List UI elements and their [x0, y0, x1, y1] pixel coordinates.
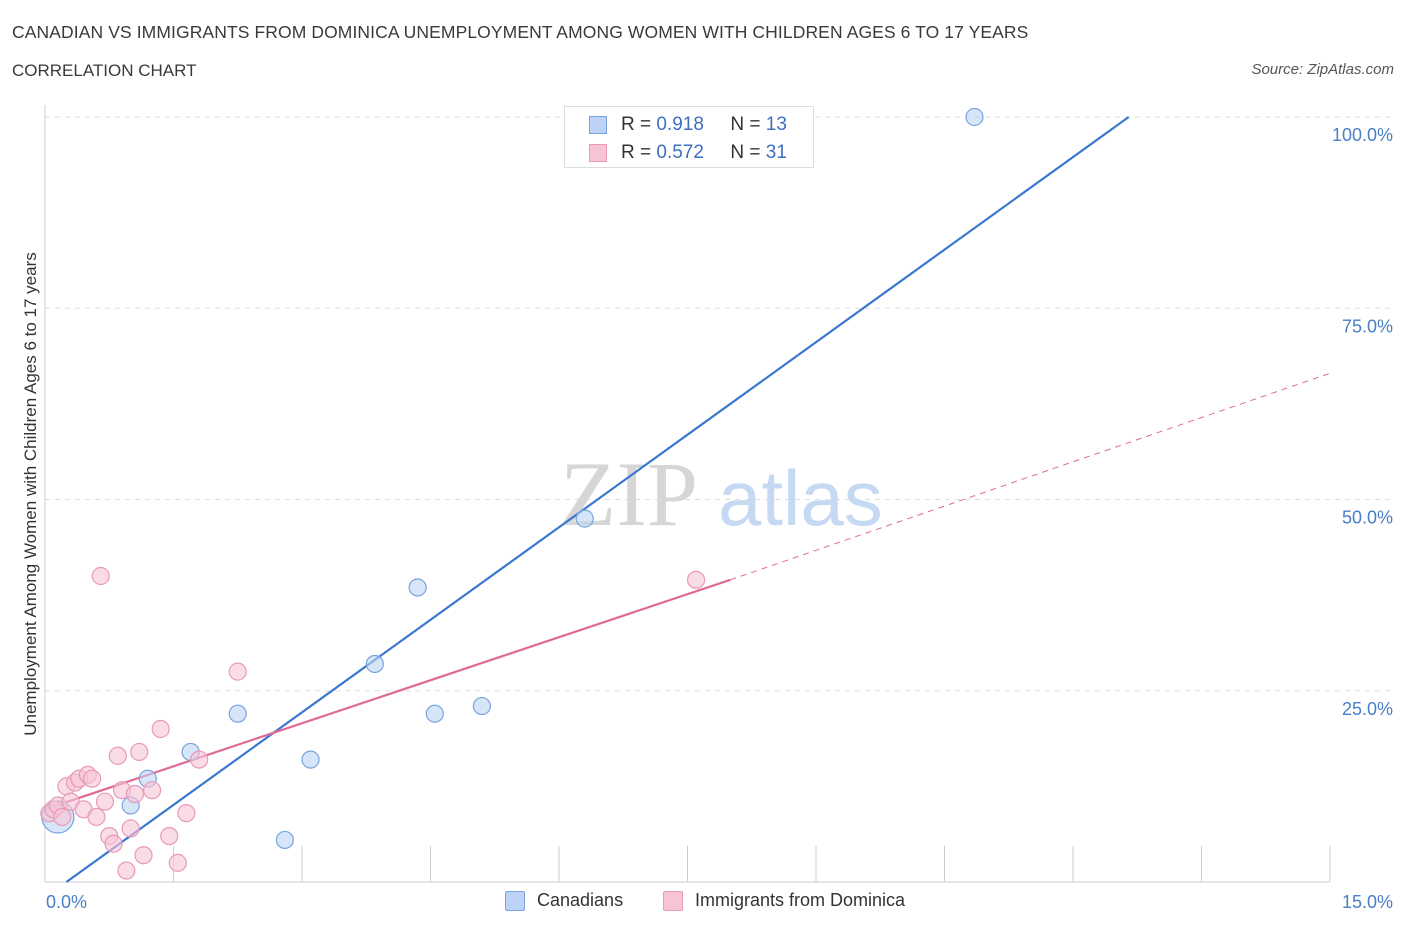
point-dominica: [190, 750, 209, 769]
legend-n-label: N =: [730, 142, 761, 163]
point-dominica: [142, 781, 162, 800]
watermark-atlas: atlas: [718, 454, 883, 542]
legend-r-label: R =: [621, 142, 652, 163]
point-dominica: [91, 566, 110, 586]
legend-swatch-pink: [589, 144, 607, 162]
x-tick-label: 15.0%: [1342, 892, 1393, 912]
point-canadians: [228, 704, 247, 723]
data-points: [40, 107, 984, 880]
point-dominica: [104, 834, 123, 853]
y-tick-label: 50.0%: [1342, 508, 1393, 528]
point-dominica: [83, 769, 102, 788]
point-dominica: [125, 784, 145, 804]
legend-r-value: 0.572: [656, 142, 704, 163]
point-dominica: [108, 746, 127, 765]
correlation-legend: R = 0.918 N = 13 R = 0.572 N = 31: [564, 106, 814, 168]
point-dominica: [53, 807, 72, 827]
point-dominica: [121, 819, 140, 838]
chart-subtitle: CORRELATION CHART: [12, 61, 197, 80]
point-canadians: [301, 750, 320, 769]
tick-labels: 25.0% 50.0% 75.0% 100.0% 0.0% 15.0%: [46, 125, 1393, 912]
y-tick-label: 25.0%: [1342, 699, 1393, 719]
trend-line-canadians: [65, 116, 1130, 883]
legend-r-value: 0.918: [656, 114, 704, 135]
trend-line-dominica: [44, 578, 731, 811]
y-tick-label: 75.0%: [1342, 316, 1393, 336]
legend-n-value: 13: [765, 114, 787, 135]
legend-row-dominica: R = 0.572 N = 31: [589, 141, 787, 165]
legend-label-dominica: Immigrants from Dominica: [695, 890, 906, 910]
point-dominica: [117, 861, 136, 880]
chart-title: CANADIAN VS IMMIGRANTS FROM DOMINICA UNE…: [12, 22, 1029, 42]
point-canadians: [472, 696, 491, 716]
point-dominica: [130, 742, 149, 762]
legend-item-dominica: Immigrants from Dominica: [663, 890, 905, 911]
legend-row-canadians: R = 0.918 N = 13: [589, 113, 787, 137]
watermark: ZIP atlas: [560, 443, 883, 545]
legend-r-label: R =: [621, 114, 652, 135]
legend-label-canadians: Canadians: [537, 890, 624, 910]
point-dominica: [87, 807, 106, 827]
point-canadians: [575, 509, 594, 528]
watermark-zip: ZIP: [560, 443, 698, 545]
point-canadians: [365, 654, 384, 674]
y-tick-label: 100.0%: [1332, 125, 1393, 145]
legend-swatch-dominica: [663, 890, 683, 911]
point-canadians: [425, 704, 444, 723]
point-canadians: [408, 578, 427, 597]
y-axis-title: Unemployment Among Women with Children A…: [21, 252, 40, 736]
grid: [45, 116, 1390, 692]
point-canadians: [275, 830, 294, 850]
point-dominica: [228, 662, 247, 681]
legend-swatch-canadians: [505, 890, 525, 911]
x-tick-label: 0.0%: [46, 892, 87, 912]
series-legend: Canadians Immigrants from Dominica: [0, 890, 1406, 916]
trend-lines: [44, 116, 1331, 883]
legend-swatch-blue: [589, 116, 607, 134]
point-dominica: [686, 570, 706, 589]
source-label: Source: ZipAtlas.com: [1251, 61, 1394, 78]
point-dominica: [168, 853, 187, 872]
point-dominica: [151, 719, 170, 739]
axes: [44, 105, 1331, 883]
point-dominica: [160, 826, 179, 846]
legend-item-canadians: Canadians: [505, 890, 623, 911]
point-dominica: [134, 846, 153, 865]
point-dominica: [177, 804, 196, 823]
point-canadians: [965, 107, 984, 127]
point-dominica: [95, 792, 115, 811]
legend-n-label: N =: [730, 114, 761, 135]
trend-line-dominica-extension: [730, 372, 1331, 581]
legend-n-value: 31: [765, 142, 787, 163]
